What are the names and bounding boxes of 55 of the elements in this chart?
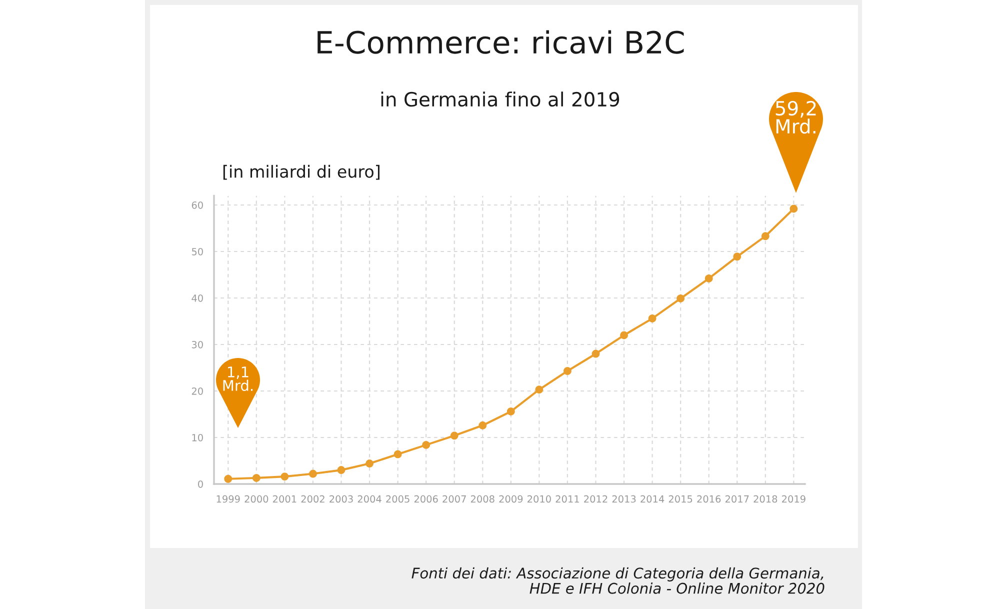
point bbox=[563, 367, 572, 375]
point bbox=[648, 314, 656, 322]
x-tick-label: 2002 bbox=[301, 495, 324, 503]
point bbox=[224, 474, 232, 483]
point bbox=[733, 252, 742, 261]
point bbox=[535, 386, 544, 394]
x-tick-label: 2015 bbox=[668, 495, 692, 503]
point bbox=[422, 440, 430, 449]
x-tick-label: 2003 bbox=[330, 495, 353, 503]
y-tick-label: 30 bbox=[192, 340, 203, 348]
y-tick-label: 40 bbox=[192, 294, 203, 302]
point bbox=[704, 274, 713, 282]
point bbox=[506, 407, 515, 416]
text: Fonti dei dati: Associazione di Categoria della Germania, HDE e IFH Colonia - Online Monitor 2020 bbox=[412, 567, 824, 594]
x-tick-label: 2017 bbox=[725, 495, 749, 503]
y-tick-label: 50 bbox=[192, 248, 203, 256]
y-tick-label: 20 bbox=[192, 387, 203, 395]
y-axis-title: [in miliardi di euro] bbox=[223, 164, 380, 180]
annotation: 1,1 Mrd. bbox=[223, 366, 253, 392]
point bbox=[592, 350, 600, 358]
x-tick-label: 2004 bbox=[358, 495, 382, 503]
point bbox=[280, 472, 289, 481]
x-tick-label: 2010 bbox=[528, 495, 551, 503]
y-tick-label: 0 bbox=[198, 480, 203, 488]
x-tick-label: 1999 bbox=[216, 495, 240, 503]
x-tick-label: 2013 bbox=[612, 495, 636, 503]
y-tick-label: 60 bbox=[192, 201, 203, 209]
point bbox=[394, 450, 402, 458]
chart-title: E-Commerce: ricavi B2C bbox=[318, 30, 684, 54]
x-tick-label: 2005 bbox=[386, 495, 410, 503]
point bbox=[450, 432, 458, 440]
text: 59,2 Mrd. bbox=[776, 100, 816, 134]
x-tick-label: 2006 bbox=[414, 495, 438, 503]
point bbox=[790, 204, 798, 213]
x-tick-label: 2000 bbox=[244, 495, 268, 503]
x-tick-label: 2014 bbox=[640, 495, 664, 503]
x-tick-label: 2018 bbox=[754, 495, 778, 503]
point bbox=[252, 474, 260, 482]
x-tick-label: 2009 bbox=[499, 495, 523, 503]
point bbox=[620, 331, 628, 340]
point bbox=[337, 466, 346, 474]
x-tick-label: 2007 bbox=[442, 495, 466, 503]
point bbox=[676, 294, 685, 302]
x-tick-label: 2001 bbox=[273, 495, 296, 503]
x-tick-label: 2011 bbox=[556, 495, 579, 503]
x-tick-label: 2016 bbox=[697, 495, 721, 503]
y-tick-label: 10 bbox=[192, 434, 203, 442]
point bbox=[366, 460, 374, 468]
x-tick-label: 2019 bbox=[782, 495, 806, 503]
x-tick-label: 2008 bbox=[470, 495, 494, 503]
x-tick-label: 2012 bbox=[584, 495, 608, 503]
point bbox=[478, 421, 487, 430]
chart-subtitle: in Germania fino al 2019 bbox=[381, 92, 620, 107]
point bbox=[761, 232, 770, 240]
point bbox=[308, 470, 317, 478]
